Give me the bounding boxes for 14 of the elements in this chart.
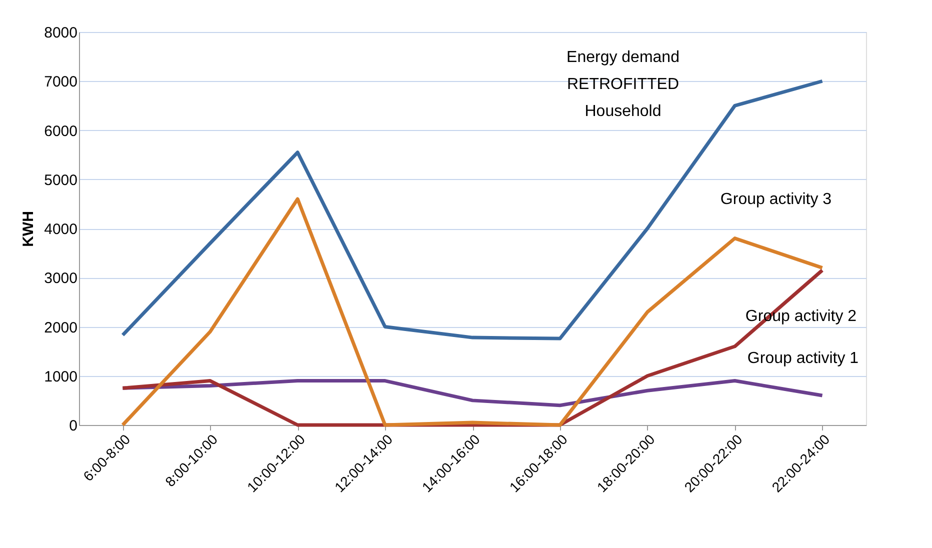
series-label: Group activity 1 bbox=[747, 350, 859, 367]
text: Group activity 3 bbox=[720, 191, 832, 208]
y-tick-label: 5000 bbox=[44, 172, 78, 189]
y-axis-title: KWH bbox=[20, 211, 38, 247]
y-tick-label: 1000 bbox=[44, 368, 78, 386]
y-tick-label: 0 bbox=[69, 418, 78, 434]
y-tick-label: 7000 bbox=[44, 74, 78, 91]
y-tick-label: 4000 bbox=[44, 221, 78, 238]
line-series bbox=[120, 379, 824, 408]
y-tick-label: 3000 bbox=[44, 270, 78, 288]
y-tick-label: 6000 bbox=[44, 122, 78, 140]
y-tick-label: 2000 bbox=[44, 319, 78, 336]
text: Energy demand RETROFITTED Household bbox=[566, 49, 680, 120]
y-tick-label: 8000 bbox=[44, 24, 78, 42]
